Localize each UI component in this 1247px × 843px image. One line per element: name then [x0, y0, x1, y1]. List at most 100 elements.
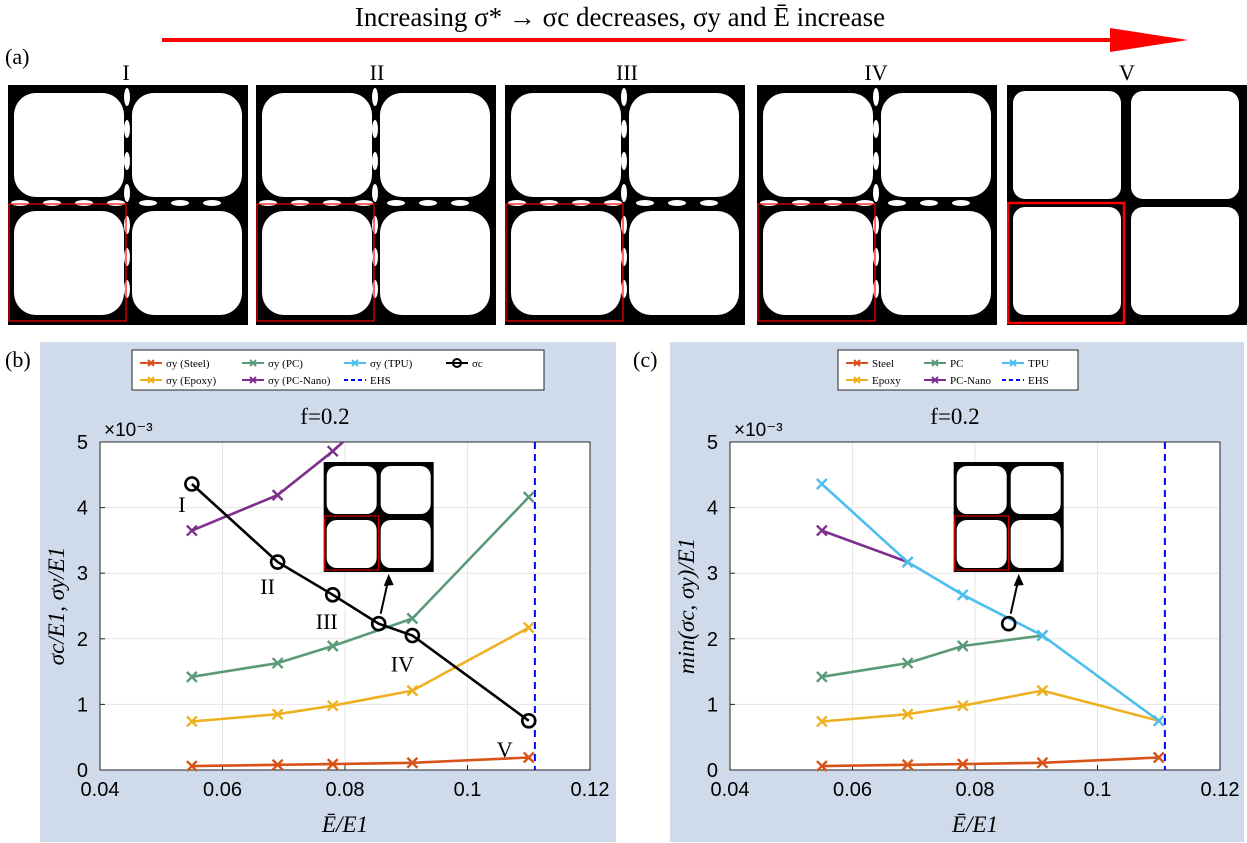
- legend-entry-label: σy (PC-Nano): [268, 375, 331, 387]
- data-point-mark: [186, 760, 198, 772]
- legend-entry-label: TPU: [1028, 358, 1049, 370]
- data-point-mark: [816, 715, 828, 728]
- data-point-mark: [326, 445, 339, 458]
- lattice-void: [124, 184, 130, 202]
- lattice-void: [124, 120, 130, 138]
- lattice-cell-hole: [511, 211, 621, 315]
- legend: σy (Steel) σy (PC) σy (TPU) σc σy (Epoxy) σy …: [131, 349, 545, 391]
- lattice-void: [888, 200, 906, 206]
- legend-marker: [452, 358, 462, 368]
- data-point: [186, 670, 198, 683]
- y-tick-label: 4: [707, 498, 718, 520]
- data-point-mark: [816, 760, 828, 772]
- design-point-label: II: [260, 574, 275, 599]
- data-point-mark: [271, 708, 284, 721]
- lattice-void: [873, 88, 879, 106]
- legend-marker: [1009, 359, 1017, 367]
- y-tick-label: 0: [707, 760, 718, 782]
- lattice-void: [540, 200, 558, 206]
- legend-entry-label: σy (Epoxy): [166, 375, 217, 387]
- panel-b-label: (b): [5, 347, 31, 372]
- top-banner: Increasing σ* → σc decreases, σy and Ē i…: [0, 0, 1247, 52]
- data-point: [522, 751, 535, 764]
- lattice-design-i: [8, 85, 248, 325]
- data-point: [184, 476, 200, 492]
- lattice-void: [824, 200, 842, 206]
- data-point-mark: [901, 556, 914, 568]
- lattice-void: [419, 200, 437, 206]
- inset-cell-hole: [326, 520, 377, 568]
- legend-box: [837, 349, 1079, 391]
- data-point: [271, 489, 284, 501]
- lattice-cell-hole: [262, 211, 372, 315]
- data-point-mark: [186, 524, 198, 537]
- lattice-cell-hole: [763, 93, 873, 197]
- data-point: [1152, 751, 1165, 764]
- data-point: [1152, 714, 1165, 727]
- lattice-void: [11, 200, 29, 206]
- lattice-void: [203, 200, 221, 206]
- data-point: [520, 712, 537, 729]
- data-point: [1036, 684, 1049, 697]
- annotation-f: f=0.2: [300, 404, 349, 429]
- data-point: [326, 699, 339, 712]
- data-point-mark: [271, 657, 284, 669]
- data-point-mark: [956, 640, 969, 652]
- inset-cell-hole: [956, 520, 1007, 568]
- lattice-void: [372, 248, 378, 266]
- lattice-void: [372, 152, 378, 170]
- series-line: [191, 483, 530, 722]
- data-point-mark: [326, 758, 339, 770]
- data-point: [522, 621, 535, 634]
- legend-marker: [931, 359, 939, 367]
- inset-arrowhead: [1013, 574, 1024, 586]
- lattice-void: [621, 216, 627, 234]
- data-point-mark: [522, 751, 535, 764]
- lattice-void: [372, 280, 378, 298]
- data-point-mark: [956, 699, 969, 712]
- data-point: [324, 587, 341, 603]
- design-title-iii: III: [616, 60, 638, 85]
- inset-cell-hole: [380, 466, 431, 514]
- lattice-void: [621, 120, 627, 138]
- y-exponent-label: ×10⁻³: [734, 420, 783, 441]
- data-point: [816, 524, 828, 537]
- lattice-design-v: [1007, 85, 1247, 325]
- data-point-mark: [956, 588, 969, 601]
- unit-cell-outline: [1007, 201, 1126, 325]
- lattice-cell-hole: [262, 93, 372, 197]
- legend-entry-label: σc: [472, 358, 483, 370]
- x-tick-label: 0.08: [326, 779, 365, 801]
- legend-entry-label: σy (PC): [268, 358, 303, 370]
- y-tick-label: 5: [77, 432, 88, 454]
- chart-c: 0.04 0.06 0.08 0.1 0.12 0 1 2 3 4 5 ×10⁻³ Ē/E1 min(σc…: [670, 342, 1244, 842]
- data-point-mark: [271, 758, 284, 771]
- y-tick-label: 3: [707, 563, 718, 585]
- legend-entry-label: Epoxy: [872, 375, 901, 387]
- lattice-cell-hole: [1013, 207, 1121, 315]
- data-point: [816, 478, 828, 490]
- lattice-void: [372, 120, 378, 138]
- inset-cell-hole: [1010, 466, 1061, 514]
- legend: Steel PC TPU Epoxy PC-Nano EHS: [837, 349, 1079, 391]
- data-point: [186, 715, 198, 728]
- lattice-void: [372, 184, 378, 202]
- data-point: [326, 640, 339, 652]
- lattice-cell-hole: [511, 93, 621, 197]
- x-tick-label: 0.12: [571, 779, 610, 801]
- y-axis-label: min(σc, σy)/E1: [674, 538, 699, 674]
- x-tick-label: 0.12: [1201, 779, 1240, 801]
- legend-marker: [853, 359, 861, 367]
- lattice-void: [621, 88, 627, 106]
- data-point: [901, 657, 914, 669]
- y-tick-label: 5: [707, 432, 718, 454]
- y-exponent-label: ×10⁻³: [104, 420, 153, 441]
- series-line: [821, 529, 909, 564]
- y-tick-label: 1: [707, 694, 718, 716]
- x-tick-label: 0.1: [454, 779, 482, 801]
- inset-cell-hole: [380, 520, 431, 568]
- data-point: [404, 627, 421, 644]
- x-axis-label: Ē/E1: [321, 812, 368, 837]
- lattice-void: [792, 200, 810, 206]
- lattice-cell-hole: [14, 211, 124, 315]
